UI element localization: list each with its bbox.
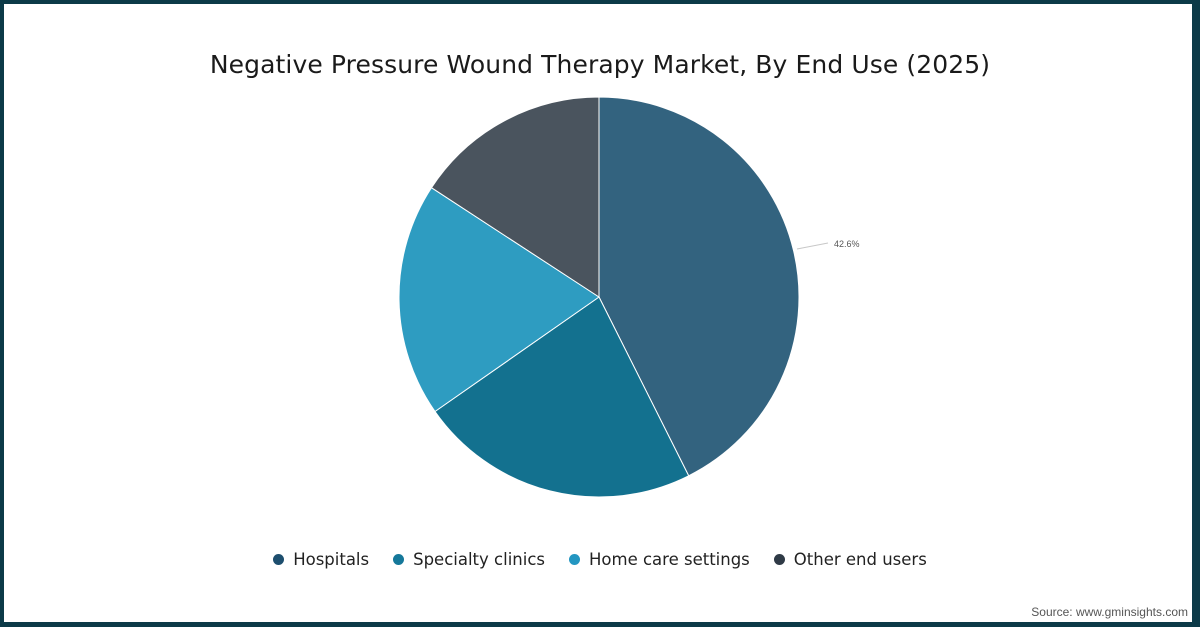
legend-dot-icon [773, 554, 785, 565]
legend-label: Home care settings [589, 550, 750, 569]
legend-label: Hospitals [293, 550, 370, 569]
chart-legend: Hospitals Specialty clinics Home care se… [0, 550, 1200, 569]
data-label-hospitals: 42.6% [834, 239, 860, 249]
legend-label: Specialty clinics [413, 550, 545, 569]
legend-label: Other end users [793, 550, 927, 569]
label-leader-line [796, 242, 829, 250]
legend-dot-icon [393, 554, 405, 565]
legend-item-other-end-users[interactable]: Other end users [773, 550, 927, 569]
pie-slice-other-end-users[interactable] [430, 96, 600, 298]
pie-slice-specialty-clinics[interactable] [434, 296, 690, 498]
legend-dot-icon [273, 554, 285, 565]
source-credit: Source: www.gminsights.com [1031, 605, 1188, 619]
legend-item-home-care-settings[interactable]: Home care settings [569, 550, 750, 569]
chart-title: Negative Pressure Wound Therapy Market, … [209, 50, 991, 79]
pie-slice-hospitals[interactable] [598, 96, 800, 477]
pie-slice-home-care-settings[interactable] [398, 187, 600, 413]
pie-slices [398, 96, 800, 498]
legend-item-specialty-clinics[interactable]: Specialty clinics [393, 550, 545, 569]
legend-dot-icon [569, 554, 580, 565]
legend-item-hospitals[interactable]: Hospitals [273, 550, 369, 569]
